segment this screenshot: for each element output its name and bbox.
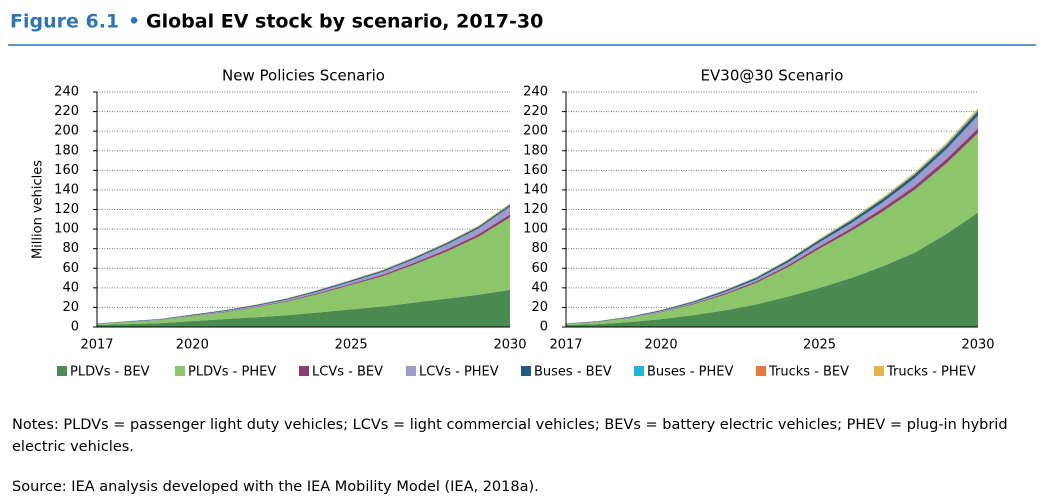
y-tick-label: 100	[523, 222, 548, 237]
area	[566, 212, 978, 327]
legend-swatch	[634, 366, 644, 376]
legend-swatch	[756, 366, 766, 376]
legend-label: LCVs - PHEV	[419, 365, 499, 380]
legend-label: Trucks - PHEV	[886, 365, 976, 380]
legend-swatch	[57, 366, 67, 376]
figure-bullet: •	[128, 11, 140, 33]
y-tick-label: 200	[54, 124, 79, 139]
legend-label: Buses - BEV	[534, 365, 612, 380]
y-tick-label: 220	[523, 104, 548, 119]
y-tick-label: 140	[523, 182, 548, 197]
x-tick-label: 2025	[335, 338, 368, 353]
panel-title: New Policies Scenario	[222, 67, 385, 85]
x-tick-label: 2020	[176, 338, 209, 353]
x-tick-label: 2030	[961, 338, 994, 353]
y-tick-label: 160	[523, 163, 548, 178]
legend-label: Trucks - BEV	[768, 365, 849, 380]
legend-swatch	[874, 366, 884, 376]
y-tick-label: 60	[62, 261, 79, 276]
y-tick-label: 180	[523, 143, 548, 158]
area	[97, 289, 510, 327]
x-tick-label: 2017	[549, 338, 582, 353]
y-axis-label: Million vehicles	[31, 160, 46, 259]
y-tick-label: 180	[54, 143, 79, 158]
source: Source: IEA analysis developed with the …	[12, 479, 539, 495]
y-tick-label: 40	[531, 280, 548, 295]
x-tick-label: 2020	[645, 338, 678, 353]
x-tick-label: 2017	[80, 338, 113, 353]
y-tick-label: 80	[62, 241, 79, 256]
y-tick-label: 40	[62, 280, 79, 295]
y-tick-label: 140	[54, 182, 79, 197]
area	[97, 217, 510, 326]
y-tick-label: 240	[54, 85, 79, 100]
y-tick-label: 200	[523, 124, 548, 139]
y-tick-label: 20	[62, 300, 79, 315]
legend-label: LCVs - BEV	[312, 365, 383, 380]
y-tick-label: 80	[531, 241, 548, 256]
y-tick-label: 0	[540, 320, 548, 335]
y-tick-label: 220	[54, 104, 79, 119]
notes: Notes: PLDVs = passenger light duty vehi…	[12, 417, 1008, 455]
area	[566, 133, 978, 326]
figure-number: Figure 6.1	[10, 11, 119, 33]
x-tick-label: 2025	[803, 338, 836, 353]
legend-swatch	[406, 366, 416, 376]
legend-label: PLDVs - PHEV	[188, 365, 276, 380]
figure: Figure 6.1 • Global EV stock by scenario…	[8, 11, 1036, 380]
x-tick-label: 2030	[493, 338, 526, 353]
legend-swatch	[299, 366, 309, 376]
panel-title: EV30@30 Scenario	[701, 67, 844, 85]
y-tick-label: 0	[71, 320, 79, 335]
legend-swatch	[175, 366, 185, 376]
legend-label: PLDVs - BEV	[70, 365, 150, 380]
legend-label: Buses - PHEV	[647, 365, 733, 380]
y-tick-label: 120	[54, 202, 79, 217]
y-tick-label: 240	[523, 85, 548, 100]
y-tick-label: 100	[54, 222, 79, 237]
figure-title: Global EV stock by scenario, 2017-30	[146, 11, 543, 33]
y-tick-label: 160	[54, 163, 79, 178]
legend-swatch	[521, 366, 531, 376]
y-tick-label: 20	[531, 300, 548, 315]
y-tick-label: 120	[523, 202, 548, 217]
y-tick-label: 60	[531, 261, 548, 276]
